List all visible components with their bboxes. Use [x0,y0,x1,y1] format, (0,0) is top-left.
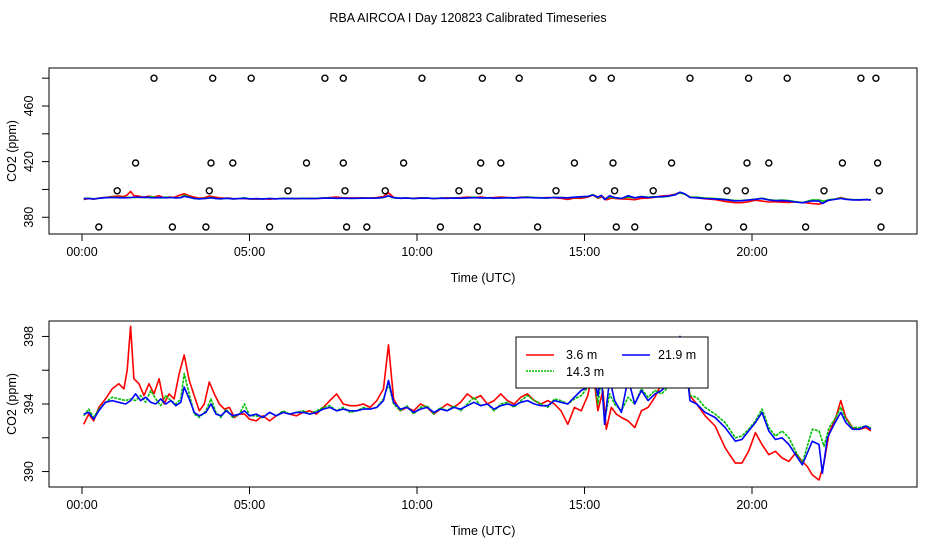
legend: 3.6 m 14.3 m 21.9 m [515,336,709,389]
calibration-point [339,74,347,82]
calibration-point [607,74,615,82]
calibration-point [131,159,140,167]
calibration-point [765,159,773,167]
calibration-point [247,74,255,82]
bottom-series-lines [82,325,872,481]
calibration-point [877,223,885,231]
calibration-point [743,159,751,167]
calibration-point [207,159,215,167]
calibration-point [381,187,389,195]
calibration-point [473,223,481,231]
calibration-point [838,159,847,167]
bottom-y-tick-label: 398 [22,326,36,347]
calibration-point [477,159,485,167]
top-y-tick-label: 420 [22,151,36,172]
calibration-point [783,74,791,82]
calibration-point [205,187,214,195]
calibration-point [820,187,828,195]
legend-box [515,336,709,389]
calibration-point [202,223,210,231]
calibration-point [873,159,882,167]
calibration-point [363,223,371,231]
calibration-point [631,223,639,231]
calibration-point [686,74,694,82]
calibration-point [302,159,311,167]
calibration-point [610,187,619,195]
legend-label-3-6m: 3.6 m [566,348,597,362]
bottom-x-tick-label: 10:00 [401,498,432,512]
top-series-line-21-9-m [83,191,871,205]
calibration-point [284,187,292,195]
top-y-ticks: 380 420 460 [22,77,49,228]
bottom-x-tick-label: 20:00 [736,498,767,512]
calibration-point [475,187,483,195]
calibration-point [552,187,560,195]
calibration-point [208,74,217,82]
bottom-y-tick-label: 390 [22,461,36,482]
calibration-point [857,74,865,82]
calibration-point [609,159,617,167]
bottom-x-ticks: 00:00 05:00 10:00 15:00 20:00 [66,487,768,512]
bottom-x-tick-label: 00:00 [66,498,97,512]
page-title: RBA AIRCOA I Day 120823 Calibrated Times… [329,11,606,25]
calibration-point [744,74,753,82]
top-x-tick-label: 10:00 [401,245,432,259]
calibration-point [589,74,597,82]
top-x-tick-label: 20:00 [736,245,767,259]
top-calibration-points [95,74,885,231]
top-x-tick-label: 05:00 [234,245,265,259]
calibration-point [399,159,408,167]
top-y-tick-label: 380 [22,207,36,228]
top-x-tick-label: 15:00 [569,245,600,259]
calibration-point [229,159,237,167]
calibration-point [612,223,620,231]
bottom-x-axis-label: Time (UTC) [451,524,516,538]
calibration-point [533,223,542,231]
calibration-point [341,187,349,195]
top-x-tick-label: 00:00 [66,245,97,259]
top-x-axis-label: Time (UTC) [451,271,516,285]
calibration-point [875,187,883,195]
calibration-point [570,159,579,167]
legend-label-21-9m: 21.9 m [658,348,696,362]
calibration-point [113,187,121,195]
top-chart-panel: Time (UTC) CO2 (ppm) 00:00 05:00 10:00 15:0… [5,67,918,285]
calibration-point [515,74,523,82]
bottom-y-tick-label: 394 [22,394,36,415]
calibration-point [321,74,329,82]
calibration-point [497,159,505,167]
top-series-lines [83,190,871,205]
calibration-point [739,223,748,231]
calibration-point [801,223,810,231]
calibration-point [150,74,158,82]
calibration-point [339,159,347,167]
bottom-x-tick-label: 05:00 [234,498,265,512]
calibration-point [342,223,351,231]
calibration-point [168,223,177,231]
calibration-point [649,187,657,195]
calibration-point [418,74,426,82]
bottom-x-tick-label: 15:00 [569,498,600,512]
calibration-point [872,74,880,82]
series-line-3-6-m [82,325,872,481]
top-y-axis-label: CO2 (ppm) [5,120,19,182]
calibration-point [455,187,463,195]
top-y-tick-label: 460 [22,96,36,117]
calibration-point [723,187,731,195]
calibration-point [95,223,103,231]
series-line-21-9-m [83,335,872,474]
bottom-y-axis-label: CO2 (ppm) [5,373,19,435]
calibration-point [704,223,713,231]
calibration-point [667,159,676,167]
bottom-y-ticks: 390 394 398 [22,326,49,482]
legend-label-14-3m: 14.3 m [566,365,604,379]
calibration-point [741,187,749,195]
calibration-point [478,74,486,82]
bottom-chart-panel: Time (UTC) CO2 (ppm) 00:00 05:00 10:00 15:0… [5,320,918,538]
top-x-ticks: 00:00 05:00 10:00 15:00 20:00 [66,234,768,259]
calibration-point [436,223,445,231]
calibration-point [265,223,274,231]
top-plot-frame [48,67,918,235]
